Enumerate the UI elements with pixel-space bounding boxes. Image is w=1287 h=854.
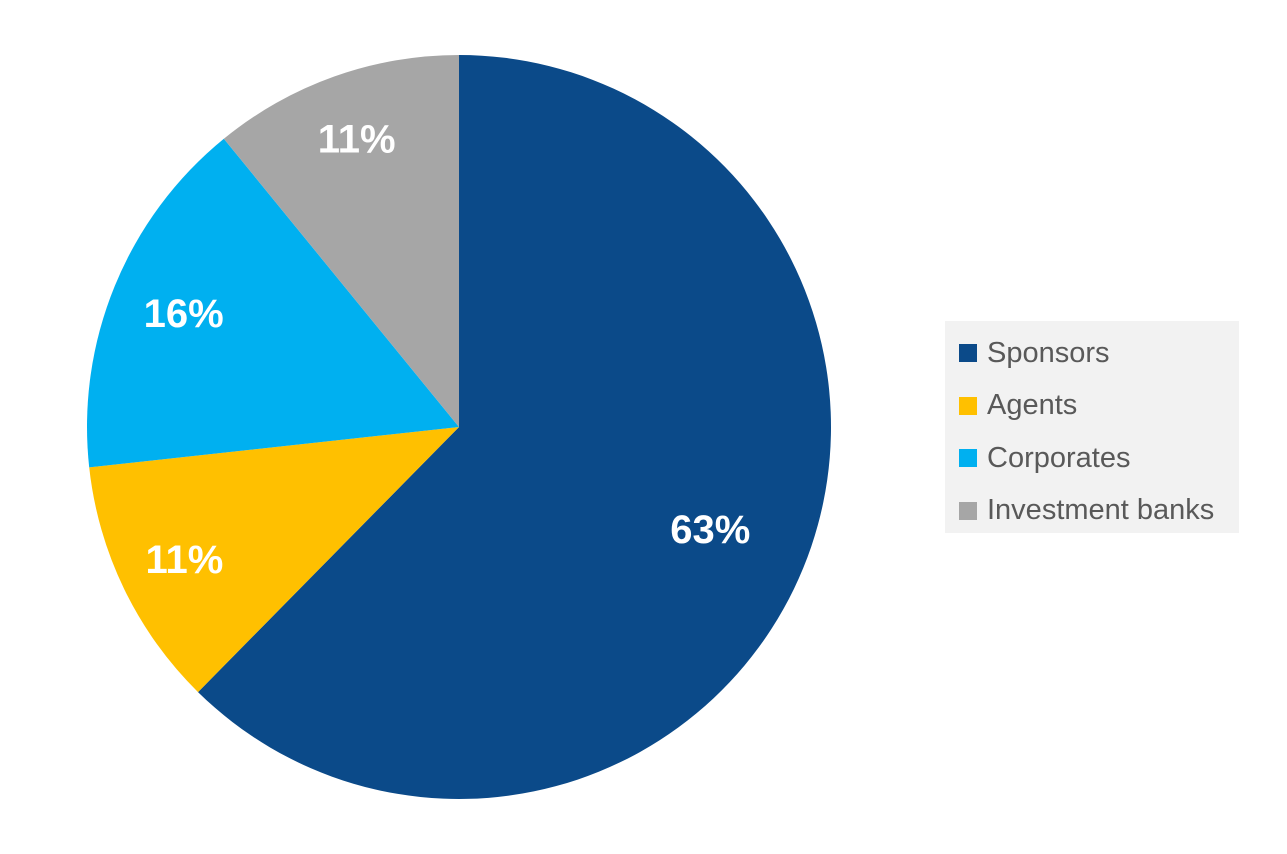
legend-label: Sponsors [987, 336, 1110, 369]
pie-slice-investment-banks [223, 55, 459, 427]
legend-label: Corporates [987, 441, 1131, 474]
value-label-sponsors: 63% [670, 508, 750, 552]
legend-swatch [959, 344, 977, 363]
legend-item-corporates: Corporates [959, 432, 1239, 485]
value-label-agents: 11% [146, 538, 224, 582]
legend-item-sponsors: Sponsors [959, 327, 1239, 380]
legend-swatch [959, 501, 977, 520]
pie-slice-corporates [86, 138, 459, 468]
value-label-investment-banks: 11% [318, 118, 396, 162]
pie-slice-agents [89, 427, 459, 693]
pie-slices [86, 55, 832, 799]
legend-swatch [959, 396, 977, 415]
legend-item-investment-banks: Investment banks [959, 485, 1239, 538]
legend: Sponsors Agents Corporates Investment ba… [945, 321, 1239, 533]
pie-slice-sponsors [198, 55, 832, 799]
legend-swatch [959, 449, 977, 468]
legend-label: Investment banks [987, 494, 1215, 527]
value-label-corporates: 16% [144, 292, 224, 336]
legend-label: Agents [987, 389, 1078, 422]
pie-value-labels: 63% 11% 16% 11% [144, 118, 751, 582]
legend-item-agents: Agents [959, 380, 1239, 433]
